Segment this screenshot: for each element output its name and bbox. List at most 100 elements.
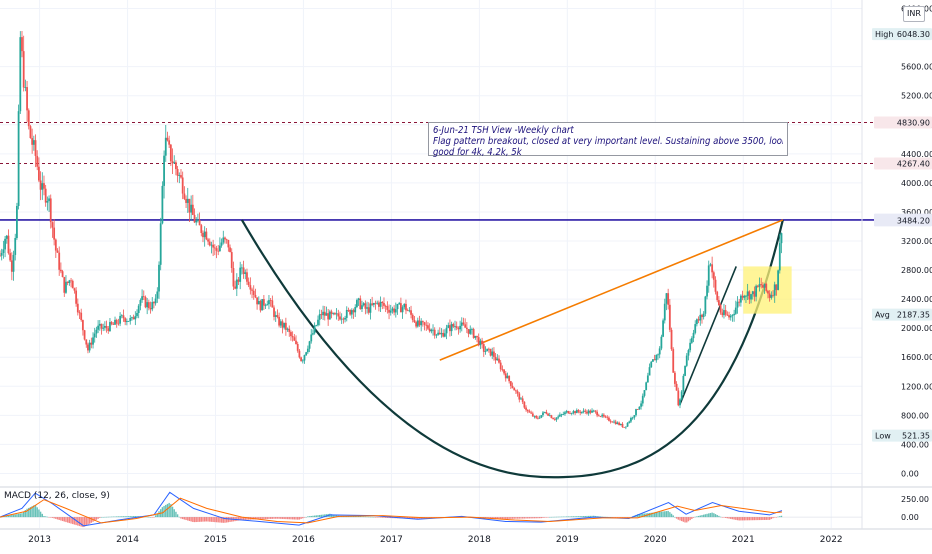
trendline[interactable] [439, 219, 784, 361]
candle-body [70, 280, 72, 282]
macd-histogram-bar [730, 517, 732, 519]
candle-body [498, 358, 500, 363]
candle-body [450, 324, 453, 332]
macd-histogram-bar [263, 517, 265, 520]
macd-histogram-bar [129, 516, 131, 518]
macd-histogram-bar [740, 517, 742, 521]
note-line-2: Flag pattern breakout, closed at very im… [433, 136, 783, 147]
candle-body [136, 313, 138, 317]
macd-histogram-bar [516, 517, 519, 519]
macd-histogram-bar [523, 517, 526, 519]
candle-body [357, 298, 360, 301]
candle-body [117, 323, 120, 325]
candle-body [770, 294, 773, 298]
candle-body [153, 302, 155, 304]
macd-histogram-bar [662, 511, 664, 518]
macd-indicator-label[interactable]: MACD (12, 26, close, 9) [4, 491, 110, 501]
macd-histogram-bar [571, 516, 573, 518]
candle-body [626, 422, 629, 427]
candle-body [660, 336, 663, 349]
macd-histogram-bar [557, 516, 559, 518]
x-tick-label: 2017 [380, 535, 403, 545]
macd-histogram-bar [148, 516, 150, 518]
candle-body [702, 313, 705, 318]
candle-body [623, 426, 626, 428]
candle-body [259, 300, 262, 311]
flag-pattern-box[interactable] [743, 266, 792, 314]
macd-histogram-bar [675, 517, 678, 519]
candle-body [268, 300, 270, 305]
candle-body [685, 355, 688, 366]
macd-histogram-bar [318, 514, 321, 518]
candle-body [173, 162, 176, 164]
candle-body [398, 303, 401, 305]
macd-histogram-bar [672, 515, 674, 518]
candle-body [161, 185, 164, 224]
candle-body [350, 310, 353, 315]
candle-body [487, 348, 490, 350]
candle-body [335, 313, 338, 315]
candle-body [246, 272, 248, 282]
candle-body [584, 410, 587, 412]
candle-body [643, 390, 646, 396]
macd-histogram-bar [669, 512, 671, 518]
candle-body [175, 162, 177, 170]
macd-histogram-bar [280, 517, 282, 519]
cup-pattern-curve[interactable] [240, 219, 784, 479]
drawings[interactable] [240, 219, 792, 479]
x-tick-label: 2016 [292, 535, 315, 545]
macd-histogram-bar [572, 516, 575, 518]
currency-badge[interactable]: INR [903, 6, 925, 22]
macd-histogram-bar [283, 517, 285, 520]
macd-histogram-bar [745, 517, 747, 521]
candles [0, 31, 783, 430]
price-label-bg [872, 28, 932, 41]
candle-body [34, 140, 37, 156]
candle-body [454, 326, 456, 327]
candle-body [114, 319, 116, 325]
macd-histogram-bar [714, 514, 717, 518]
candle-body [472, 329, 475, 338]
macd-histogram-bar [21, 513, 23, 518]
macd-histogram-bar [264, 517, 267, 520]
macd-histogram-bar [357, 516, 360, 518]
candle-body [591, 410, 593, 413]
macd-histogram-bar [691, 517, 693, 519]
candle-body [163, 155, 165, 186]
macd-histogram-bar [220, 517, 223, 523]
macd-histogram-bar [63, 517, 65, 522]
macd-tick-label: 250.00 [901, 495, 929, 504]
macd-histogram-bar [181, 517, 184, 520]
macd-histogram-bar [748, 517, 751, 521]
candle-body [449, 325, 451, 332]
trendline[interactable] [679, 266, 737, 405]
macd-histogram-bar [643, 513, 646, 518]
candle-body [305, 352, 308, 356]
macd-histogram-bar [122, 516, 125, 518]
annotation-note[interactable]: 6-Jun-21 TSH View -Weekly chart Flag pat… [428, 122, 788, 158]
candle-body [538, 417, 541, 419]
candle-body [310, 334, 313, 342]
macd-histogram-bar [491, 517, 493, 519]
candle-body [132, 317, 135, 320]
y-tick-label: 5600.00 [901, 63, 932, 72]
candle-body [315, 325, 318, 327]
price-label-value: 4267.40 [897, 159, 930, 168]
macd-histogram-bar [381, 517, 383, 518]
macd-histogram-bar [176, 514, 179, 518]
y-tick-label: 400.00 [901, 440, 929, 449]
candle-body [312, 333, 314, 335]
candle-body [569, 413, 571, 415]
macd-histogram-bar [246, 517, 248, 520]
candle-body [295, 340, 297, 345]
candle-body [93, 333, 96, 338]
candle-body [0, 252, 3, 256]
candle-body [586, 411, 588, 414]
candle-body [526, 409, 529, 412]
macd-histogram-bar [28, 507, 30, 518]
candle-body [396, 304, 399, 310]
candle-body [379, 301, 382, 307]
candle-body [482, 344, 485, 352]
